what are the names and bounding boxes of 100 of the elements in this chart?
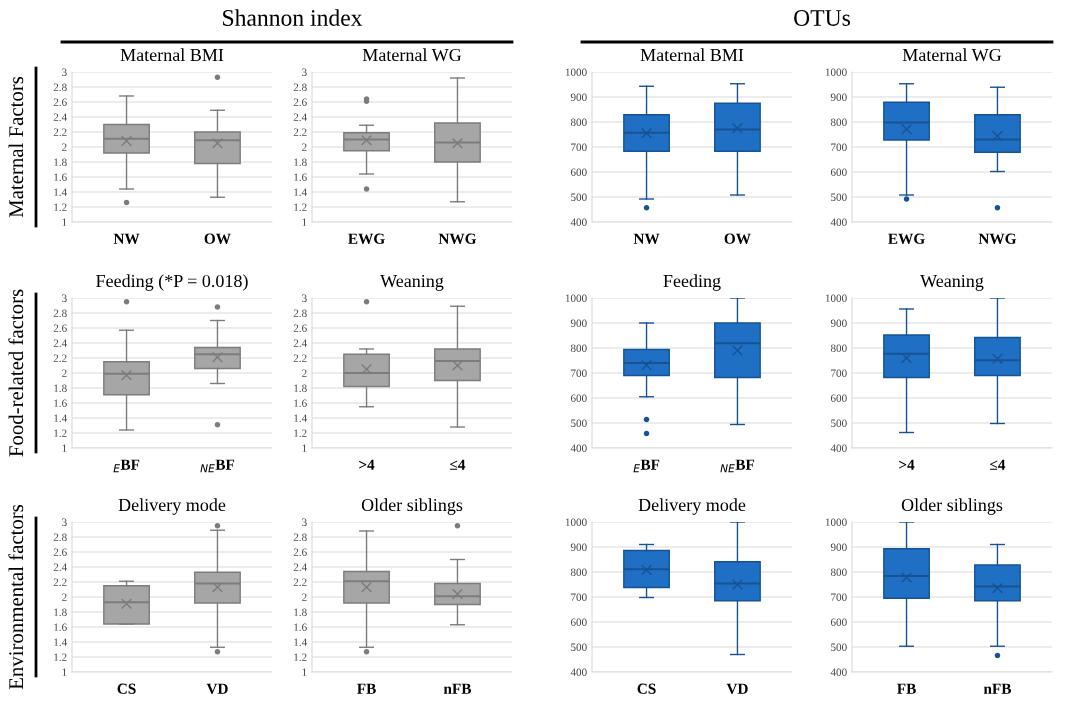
y-tick-label: 1.4 (54, 414, 67, 423)
y-tick-label: 700 (831, 369, 847, 377)
x-tick-label: FB (357, 683, 376, 694)
y-tick-label: 400 (570, 444, 587, 452)
chart-title: Delivery mode (118, 498, 226, 515)
text: Environmental factors (8, 504, 24, 690)
y-tick-label: 1.8 (294, 158, 307, 167)
y-tick-label: 2.4 (53, 563, 67, 572)
y-tick-label: 900 (570, 319, 587, 327)
y-tick-label: 2.8 (53, 309, 67, 318)
y-tick-label: 2.8 (293, 83, 307, 92)
chart-title: Delivery mode (638, 498, 746, 515)
y-tick-label: 2 (62, 593, 67, 601)
y-tick-label: 800 (830, 568, 847, 576)
chart-title: Maternal WG (902, 48, 1002, 62)
y-tick-label: 2.6 (293, 98, 307, 107)
y-tick-label: 1.2 (294, 429, 307, 438)
y-tick-label: 1.8 (294, 384, 307, 393)
y-tick-label: 800 (830, 118, 847, 126)
y-tick-label: 800 (570, 344, 587, 352)
y-tick-label: 1000 (565, 518, 587, 526)
y-tick-label: 3 (62, 68, 67, 76)
y-tick-label: 1.8 (54, 384, 67, 393)
y-tick-label: 700 (571, 143, 587, 151)
y-tick-label: 2.8 (53, 83, 67, 92)
y-tick-label: 1.2 (294, 653, 307, 662)
y-tick-label: 400 (830, 218, 847, 226)
y-tick-label: 2.4 (293, 339, 307, 348)
x-tick-label: OW (724, 233, 751, 244)
x-tick-label: FB (897, 683, 916, 694)
x-tick-label: $_{NE}$BF (200, 459, 235, 473)
y-tick-label: 600 (830, 618, 847, 626)
y-tick-label: 900 (570, 93, 587, 101)
chart-title: Older siblings (901, 498, 1003, 515)
y-tick-label: 1.6 (54, 173, 67, 182)
y-tick-label: 1.4 (294, 414, 307, 423)
y-tick-label: 1.4 (294, 638, 307, 647)
y-tick-label: 600 (830, 394, 847, 402)
y-tick-label: 1.6 (294, 173, 307, 182)
x-tick-label: NW (633, 233, 660, 244)
chart-title: Feeding (663, 274, 721, 291)
y-tick-label: 2.6 (53, 98, 67, 107)
y-tick-label: 700 (831, 593, 847, 601)
y-tick-label: 600 (830, 168, 847, 176)
x-tick-label: NWG (438, 233, 477, 244)
y-tick-label: 1 (62, 668, 67, 676)
y-tick-label: 2.6 (53, 324, 67, 333)
y-tick-label: 1.2 (54, 429, 67, 438)
x-tick-label: NW (113, 233, 140, 244)
y-tick-label: 1000 (565, 68, 587, 76)
y-tick-label: 500 (571, 193, 587, 201)
x-tick-label: CS (637, 683, 656, 694)
chart-title: Weaning (920, 274, 984, 291)
x-tick-label: EWG (348, 233, 385, 244)
y-tick-label: 400 (570, 218, 587, 226)
y-tick-label: 2.2 (293, 354, 307, 363)
y-tick-label: 2.8 (293, 309, 307, 318)
y-tick-label: 700 (831, 143, 847, 151)
y-tick-label: 1000 (825, 68, 847, 76)
chart-title: Weaning (380, 274, 444, 291)
y-tick-label: 700 (571, 369, 587, 377)
x-tick-label: CS (117, 683, 136, 694)
y-tick-label: 1.2 (54, 203, 67, 212)
x-tick-label: OW (204, 233, 231, 244)
y-tick-label: 400 (830, 668, 847, 676)
y-tick-label: 3 (302, 294, 307, 302)
y-tick-label: 500 (831, 643, 847, 651)
y-tick-label: 1.8 (294, 608, 307, 617)
y-tick-label: 1.2 (54, 653, 67, 662)
x-tick-label: VD (206, 683, 228, 694)
y-tick-label: 500 (831, 419, 847, 427)
y-tick-label: 2.8 (53, 533, 67, 542)
text: Shannon index (223, 9, 363, 26)
y-tick-label: 600 (570, 394, 587, 402)
y-tick-label: 3 (62, 518, 67, 526)
y-tick-label: 2 (302, 143, 307, 151)
y-tick-label: 2.6 (293, 548, 307, 557)
y-tick-label: 1 (62, 218, 67, 226)
y-tick-label: 900 (830, 93, 847, 101)
y-tick-label: 1000 (565, 294, 587, 302)
x-tick-label: >4 (899, 459, 915, 470)
chart-title: Maternal WG (362, 48, 462, 62)
y-tick-label: 2.2 (53, 354, 67, 363)
y-tick-label: 1.6 (294, 623, 307, 632)
x-tick-label: VD (726, 683, 748, 694)
y-tick-label: 2.2 (293, 578, 307, 587)
y-tick-label: 3 (302, 68, 307, 76)
y-tick-label: 2.4 (293, 563, 307, 572)
y-tick-label: 500 (571, 643, 587, 651)
y-tick-label: 2.4 (293, 113, 307, 122)
chart-title: Maternal BMI (640, 48, 744, 62)
y-tick-label: 500 (831, 193, 847, 201)
x-tick-label: $_{E}$BF (633, 459, 660, 473)
y-tick-label: 1.2 (294, 203, 307, 212)
y-tick-label: 2.4 (53, 113, 67, 122)
y-tick-label: 2 (62, 143, 67, 151)
y-tick-label: 2 (302, 593, 307, 601)
chart-title: Older siblings (361, 498, 463, 515)
y-tick-label: 1000 (825, 294, 847, 302)
y-tick-label: 600 (570, 618, 587, 626)
